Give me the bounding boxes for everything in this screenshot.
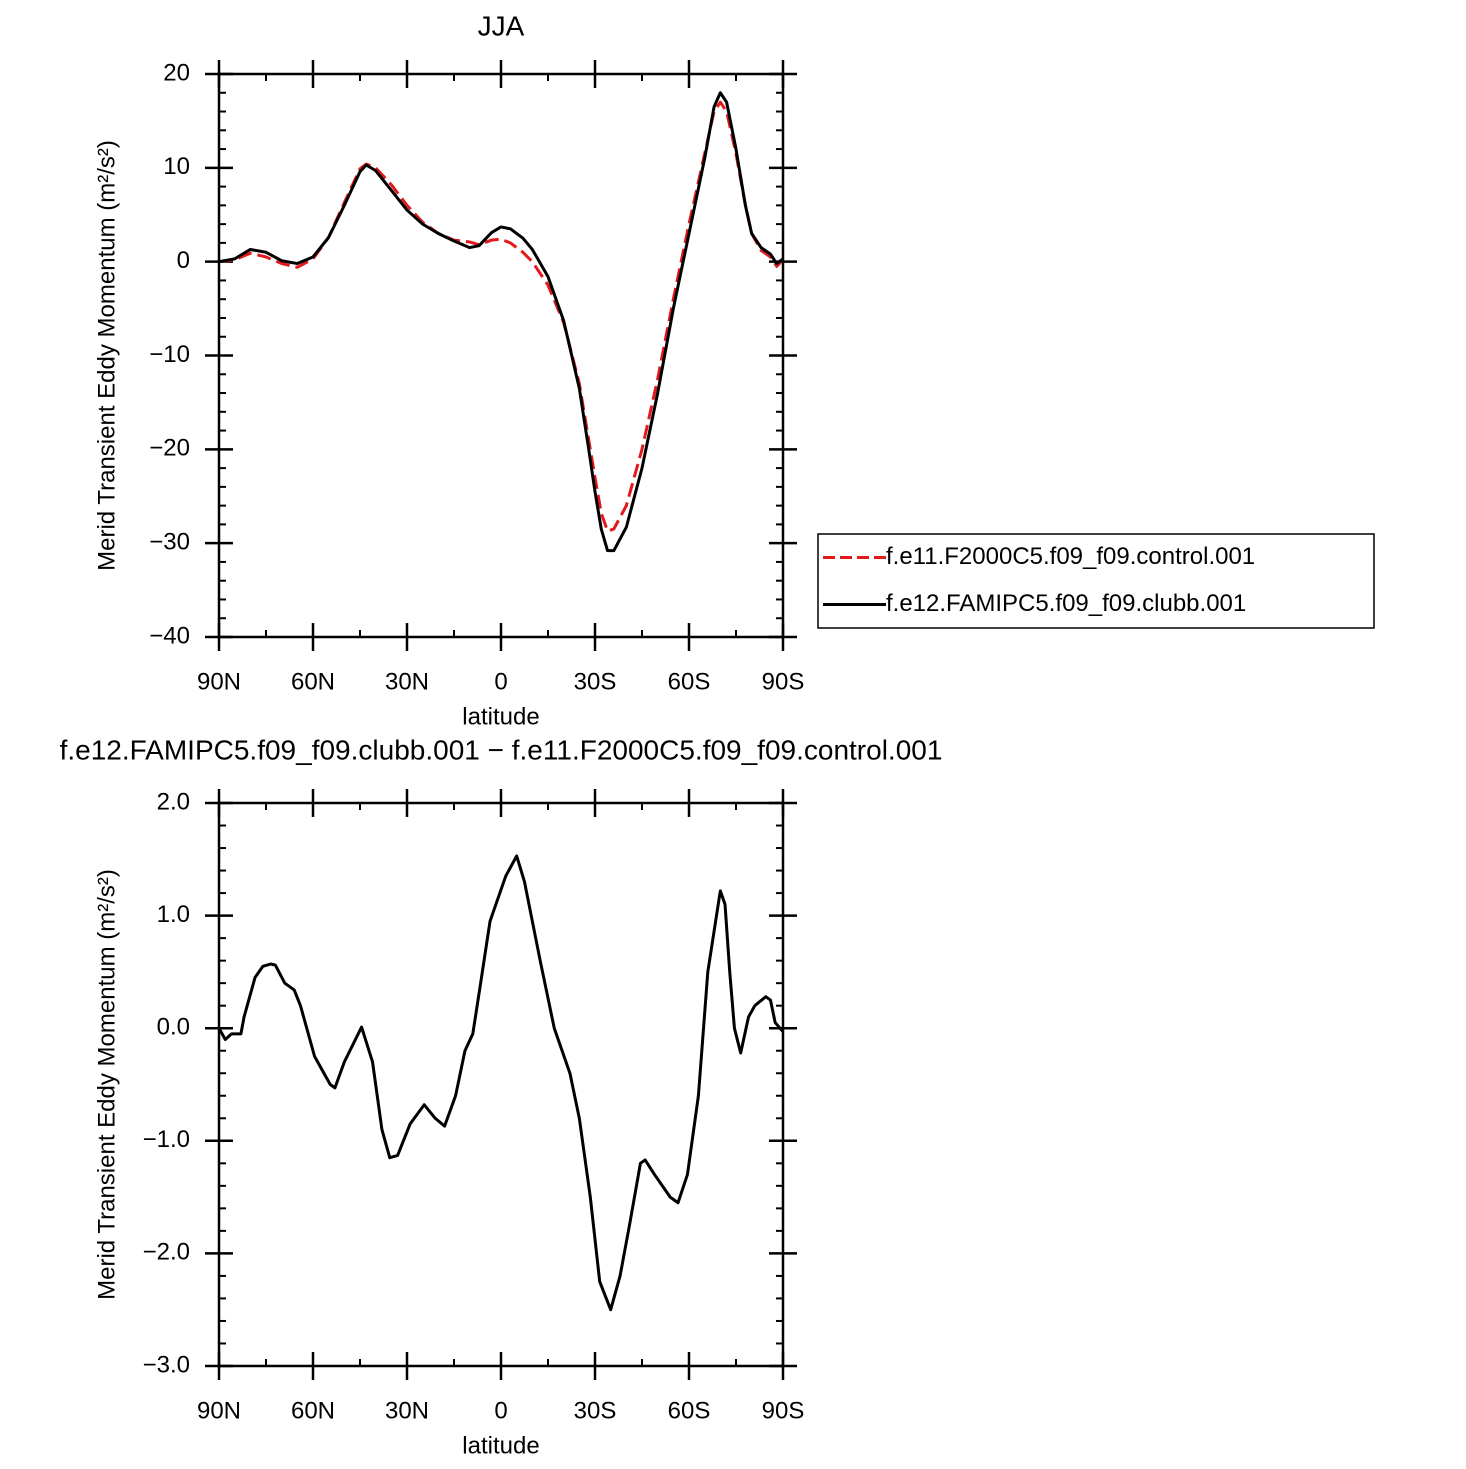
y-tick-label: 1.0 (157, 901, 190, 928)
y-axis-label: Merid Transient Eddy Momentum (m²/s²) (93, 869, 120, 1300)
y-tick-label: 10 (163, 153, 190, 180)
x-tick-label: 90S (762, 1397, 805, 1424)
x-tick-label: 30S (574, 1397, 617, 1424)
y-tick-label: −2.0 (143, 1239, 190, 1266)
y-tick-label: −30 (149, 529, 190, 556)
y-tick-label: −10 (149, 341, 190, 368)
y-axis-label: Merid Transient Eddy Momentum (m²/s²) (93, 140, 120, 571)
x-tick-label: 30N (385, 668, 429, 695)
legend-label: f.e11.F2000C5.f09_f09.control.001 (886, 543, 1255, 570)
y-tick-label: 20 (163, 59, 190, 86)
x-tick-label: 90N (197, 668, 241, 695)
plot-frame (217, 801, 785, 1368)
y-tick-label: −20 (149, 435, 190, 462)
plot-frame (217, 72, 785, 639)
chart-title: JJA (478, 10, 525, 41)
x-tick-label: 0 (494, 668, 507, 695)
x-tick-label: 30S (574, 668, 617, 695)
x-axis-label: latitude (462, 703, 539, 730)
x-axis-label: latitude (462, 1432, 539, 1459)
legend-label: f.e12.FAMIPC5.f09_f09.clubb.001 (886, 590, 1246, 617)
x-tick-label: 30N (385, 1397, 429, 1424)
y-tick-label: 2.0 (157, 788, 190, 815)
x-tick-label: 60N (291, 668, 335, 695)
y-tick-label: 0.0 (157, 1014, 190, 1041)
y-tick-label: −1.0 (143, 1126, 190, 1153)
x-tick-label: 60N (291, 1397, 335, 1424)
data-line (217, 854, 785, 1312)
x-tick-label: 60S (668, 668, 711, 695)
x-tick-label: 90N (197, 1397, 241, 1424)
x-tick-label: 0 (494, 1397, 507, 1424)
data-line (218, 91, 784, 553)
legend-box (817, 533, 1375, 629)
y-tick-label: 0 (177, 247, 190, 274)
data-line (218, 100, 785, 533)
x-tick-label: 60S (668, 1397, 711, 1424)
x-tick-label: 90S (762, 668, 805, 695)
y-tick-label: −3.0 (143, 1351, 190, 1378)
y-tick-label: −40 (149, 622, 190, 649)
chart-title: f.e12.FAMIPC5.f09_f09.clubb.001 − f.e11.… (60, 734, 943, 765)
